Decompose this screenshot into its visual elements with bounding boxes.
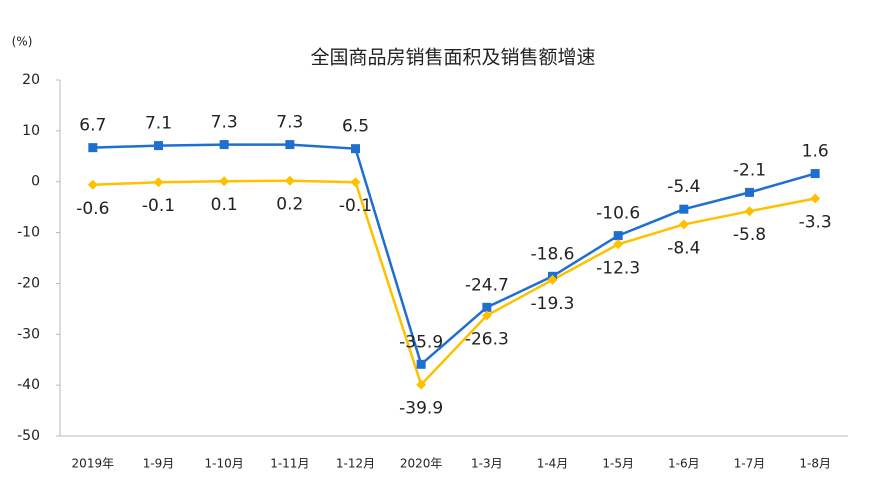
marker [88, 143, 98, 153]
data-label: -26.3 [465, 329, 509, 349]
y-axis-label: (%) [12, 35, 33, 49]
x-tick-label: 1-3月 [471, 457, 503, 471]
data-label: 6.7 [79, 116, 106, 136]
marker [350, 177, 361, 188]
y-tick-label: -10 [17, 225, 40, 241]
marker [219, 140, 229, 150]
x-tick-label: 1-9月 [143, 457, 175, 471]
x-tick-label: 1-11月 [270, 457, 309, 471]
y-tick-label: 20 [22, 72, 40, 88]
data-label: 0.2 [276, 195, 303, 215]
marker [481, 310, 492, 321]
marker [154, 141, 163, 151]
data-label: -24.7 [465, 275, 509, 295]
data-label: -5.8 [733, 225, 766, 245]
marker [810, 193, 821, 204]
y-tick-label: 10 [22, 123, 40, 139]
series-line [92, 179, 816, 388]
marker [285, 140, 295, 150]
x-tick-label: 1-6月 [668, 457, 700, 471]
data-label: -10.6 [596, 204, 640, 224]
marker [219, 176, 230, 187]
x-tick-label: 1-8月 [799, 457, 831, 471]
y-tick-label: -30 [17, 326, 40, 342]
marker [547, 274, 558, 285]
marker [351, 144, 360, 154]
data-label: -0.6 [76, 199, 109, 219]
data-label: 6.5 [342, 117, 369, 137]
data-label: 1.6 [802, 142, 829, 162]
data-label: -2.1 [733, 160, 766, 180]
data-label: -19.3 [531, 294, 575, 314]
series-line [92, 143, 816, 367]
data-label: -35.9 [399, 332, 443, 352]
x-tick-label: 1-4月 [537, 457, 569, 471]
data-label: -18.6 [531, 244, 575, 264]
data-label: -0.1 [339, 196, 372, 216]
x-tick-label: 2020年 [400, 457, 443, 471]
marker [678, 219, 689, 230]
data-label: -12.3 [596, 258, 640, 278]
y-tick-label: 0 [31, 174, 40, 190]
x-tick-label: 1-7月 [734, 457, 766, 471]
marker [284, 175, 295, 186]
data-label: -0.1 [142, 196, 175, 216]
marker [679, 204, 689, 214]
marker [482, 302, 492, 312]
x-tick-label: 1-10月 [205, 457, 244, 471]
data-label: 7.3 [211, 113, 238, 133]
data-label: -3.3 [799, 212, 832, 232]
marker [744, 206, 755, 217]
marker [416, 359, 426, 369]
data-label: 0.1 [211, 195, 238, 215]
x-tick-label: 2019年 [72, 457, 115, 471]
data-label: -8.4 [667, 238, 700, 258]
marker [87, 179, 98, 190]
marker [613, 231, 623, 241]
chart-title: 全国商品房销售面积及销售额增速 [310, 47, 595, 69]
marker [613, 239, 624, 250]
data-label: -5.4 [667, 177, 700, 197]
x-tick-label: 1-12月 [336, 457, 375, 471]
y-tick-label: -40 [17, 377, 40, 393]
marker [810, 169, 820, 179]
marker [416, 379, 427, 390]
marker [153, 177, 164, 188]
x-tick-label: 1-5月 [602, 457, 634, 471]
marker [745, 187, 754, 197]
data-label: 7.1 [145, 114, 172, 134]
data-label: 7.3 [276, 113, 303, 133]
y-tick-label: -20 [17, 275, 40, 291]
data-label: -39.9 [399, 399, 443, 419]
y-tick-label: -50 [17, 428, 40, 444]
